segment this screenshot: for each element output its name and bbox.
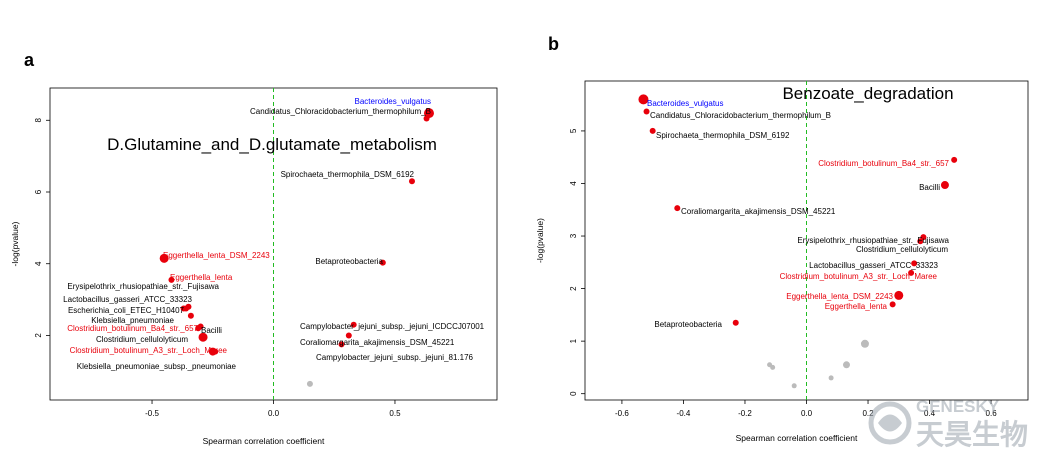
data-point-a: [198, 332, 208, 342]
point-label-b: Clostridium_cellulolyticum: [856, 245, 948, 254]
data-point-b: [951, 156, 958, 163]
data-point-b: [770, 364, 776, 370]
data-point-b: [940, 181, 949, 190]
point-label-a: Lactobacillus_gasseri_ATCC_33323: [63, 295, 192, 304]
chart-title-b: Benzoate_degradation: [782, 84, 953, 103]
point-label-b: Bacilli: [919, 183, 940, 192]
point-label-b: Bacteroides_vulgatus: [647, 99, 724, 108]
data-point-b: [842, 361, 850, 369]
point-label-a: Clostridium_botulinum_Ba4_str._657: [67, 324, 198, 333]
point-label-a: Klebsiella_pneumoniae: [91, 316, 174, 325]
point-label-a: Coraliomargarita_akajimensis_DSM_45221: [300, 338, 455, 347]
point-label-b: Lactobacillus_gasseri_ATCC_33323: [809, 261, 938, 270]
point-label-a: Betaproteobacteria: [315, 257, 383, 266]
x-tick-label-b: 0.4: [924, 409, 936, 418]
data-point-a: [185, 303, 192, 310]
data-point-b: [860, 339, 869, 348]
x-tick-label-a: 0.0: [268, 409, 280, 418]
point-label-b: Spirochaeta_thermophila_DSM_6192: [656, 131, 790, 140]
data-point-a: [306, 380, 313, 387]
x-tick-label-b: -0.4: [677, 409, 691, 418]
data-point-b: [732, 319, 739, 326]
x-axis-label-a: Spearman correlation coefficient: [203, 436, 325, 446]
chart-title-a: D.Glutamine_and_D.glutamate_metabolism: [107, 135, 437, 154]
data-point-b: [908, 269, 915, 276]
data-point-b: [649, 127, 656, 134]
data-point-a: [408, 178, 415, 185]
point-label-a: Bacilli: [201, 326, 222, 335]
point-label-b: Eggerthella_lenta: [825, 302, 888, 311]
point-label-a: Escherichia_coli_ETEC_H10407: [68, 306, 185, 315]
data-point-a: [197, 323, 204, 330]
point-label-b: Coraliomargarita_akajimensis_DSM_45221: [681, 207, 836, 216]
data-point-b: [911, 260, 918, 267]
point-label-a: Spirochaeta_thermophila_DSM_6192: [281, 170, 415, 179]
data-point-b: [828, 375, 834, 381]
data-point-a: [379, 259, 386, 266]
y-tick-label-a: 2: [34, 333, 43, 338]
x-tick-label-b: -0.6: [615, 409, 629, 418]
x-tick-label-b: 0.2: [862, 409, 874, 418]
data-point-a: [159, 253, 169, 263]
point-label-a: Bacteroides_vulgatus: [355, 97, 432, 106]
point-label-a: Campylobacter_jejuni_subsp._jejuni_81.17…: [316, 353, 474, 362]
x-tick-label-b: -0.2: [738, 409, 752, 418]
data-point-b: [894, 290, 904, 300]
x-tick-label-b: 0.0: [801, 409, 813, 418]
x-tick-label-a: -0.5: [145, 409, 159, 418]
data-point-b: [889, 301, 896, 308]
point-label-a: Campylobacter_jejuni_subsp._jejuni_ICDCC…: [300, 322, 485, 331]
point-label-a: Candidatus_Chloracidobacterium_thermophi…: [250, 107, 431, 116]
watermark-line1: GENESKY: [916, 397, 1000, 416]
data-point-a: [423, 115, 430, 122]
point-label-a: Erysipelothrix_rhusiopathiae_str._Fujisa…: [67, 282, 219, 291]
point-label-b: Eggerthella_lenta_DSM_2243: [786, 292, 893, 301]
point-label-a: Clostridium_cellulolyticum: [96, 335, 188, 344]
y-tick-label-a: 4: [34, 261, 43, 266]
watermark-line2: 天昊生物: [916, 419, 1028, 450]
data-point-b: [791, 383, 797, 389]
data-point-b: [917, 238, 924, 245]
data-point-a: [168, 276, 175, 283]
data-point-a: [338, 341, 345, 348]
genesky-watermark: GENESKY 天昊生物: [868, 392, 1043, 454]
genesky-logo-icon: GENESKY 天昊生物: [868, 397, 1028, 450]
data-point-a: [350, 321, 357, 328]
point-label-b: Betaproteobacteria: [654, 320, 722, 329]
point-label-b: Clostridium_botulinum_A3_str._Loch_Maree: [780, 272, 938, 281]
y-tick-label-a: 6: [34, 189, 43, 194]
point-label-b: Erysipelothrix_rhusiopathiae_str._Fujisa…: [797, 236, 949, 245]
point-label-b: Candidatus_Chloracidobacterium_thermophi…: [650, 111, 831, 120]
data-point-b: [674, 205, 681, 212]
data-point-b: [638, 94, 649, 105]
data-point-b: [643, 108, 650, 115]
point-label-a: Clostridium_botulinum_A3_str._Loch_Maree: [70, 346, 228, 355]
point-label-a: Klebsiella_pneumoniae_subsp._pneumoniae: [77, 362, 237, 371]
y-axis-label-b: -log(pvalue): [535, 218, 545, 263]
panel-letter-b: b: [548, 34, 559, 54]
y-tick-label-b: 0: [569, 391, 578, 396]
x-tick-label-b: 0.6: [986, 409, 998, 418]
y-axis-label-a: -log(pvalue): [10, 221, 20, 266]
y-tick-label-a: 8: [34, 118, 43, 123]
data-point-a: [187, 312, 194, 319]
x-axis-label-b: Spearman correlation coefficient: [736, 433, 858, 443]
data-point-a: [212, 348, 219, 355]
y-tick-label-b: 2: [569, 286, 578, 291]
y-tick-label-b: 3: [569, 233, 578, 238]
y-tick-label-b: 4: [569, 181, 578, 186]
point-label-b: Clostridium_botulinum_Ba4_str._657: [818, 159, 949, 168]
panel-letter-a: a: [24, 50, 35, 70]
x-tick-label-a: 0.5: [389, 409, 401, 418]
data-point-b: [920, 234, 927, 241]
data-point-a: [345, 332, 352, 339]
point-label-a: Eggerthella_lenta: [170, 273, 233, 282]
y-tick-label-b: 5: [569, 128, 578, 133]
point-label-a: Eggerthella_lenta_DSM_2243: [163, 251, 270, 260]
y-tick-label-b: 1: [569, 338, 578, 343]
